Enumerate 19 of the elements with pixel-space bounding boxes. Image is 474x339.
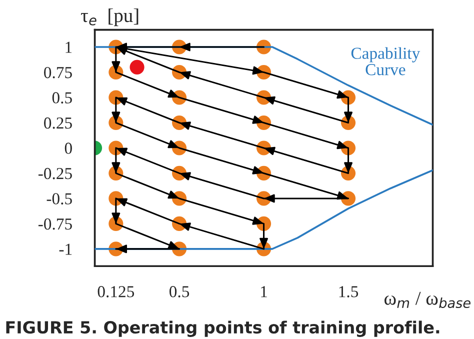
y-tick-label: -0.25 [38, 168, 72, 180]
y-tick-label: 0.5 [52, 92, 72, 104]
annotation: Capability Curve [351, 47, 420, 76]
y-tick-label: 0.75 [44, 66, 72, 78]
x-tick-label: 0.125 [98, 286, 134, 298]
x-tick-label: 1 [261, 286, 267, 298]
y-axis-title: τ$_{e}$ [pu] [81, 8, 138, 26]
y-tick-label: 1 [66, 42, 72, 53]
y-tick-label: 0 [64, 142, 72, 154]
x-tick-label: 0.5 [170, 286, 190, 298]
y-tick-label: -1 [59, 244, 72, 255]
y-tick-label: -0.75 [38, 218, 72, 230]
caption: FIGURE 5. Operating points of training profile. [6, 320, 440, 337]
x-tick-label: 1.5 [339, 286, 358, 298]
line-series [94, 169, 433, 250]
y-tick-label: 0.25 [44, 117, 72, 129]
point [130, 60, 144, 74]
y-tick-label: -0.5 [46, 193, 72, 204]
x-axis-title: ω$_{m}$ / ω$_{base}$ [384, 292, 470, 308]
